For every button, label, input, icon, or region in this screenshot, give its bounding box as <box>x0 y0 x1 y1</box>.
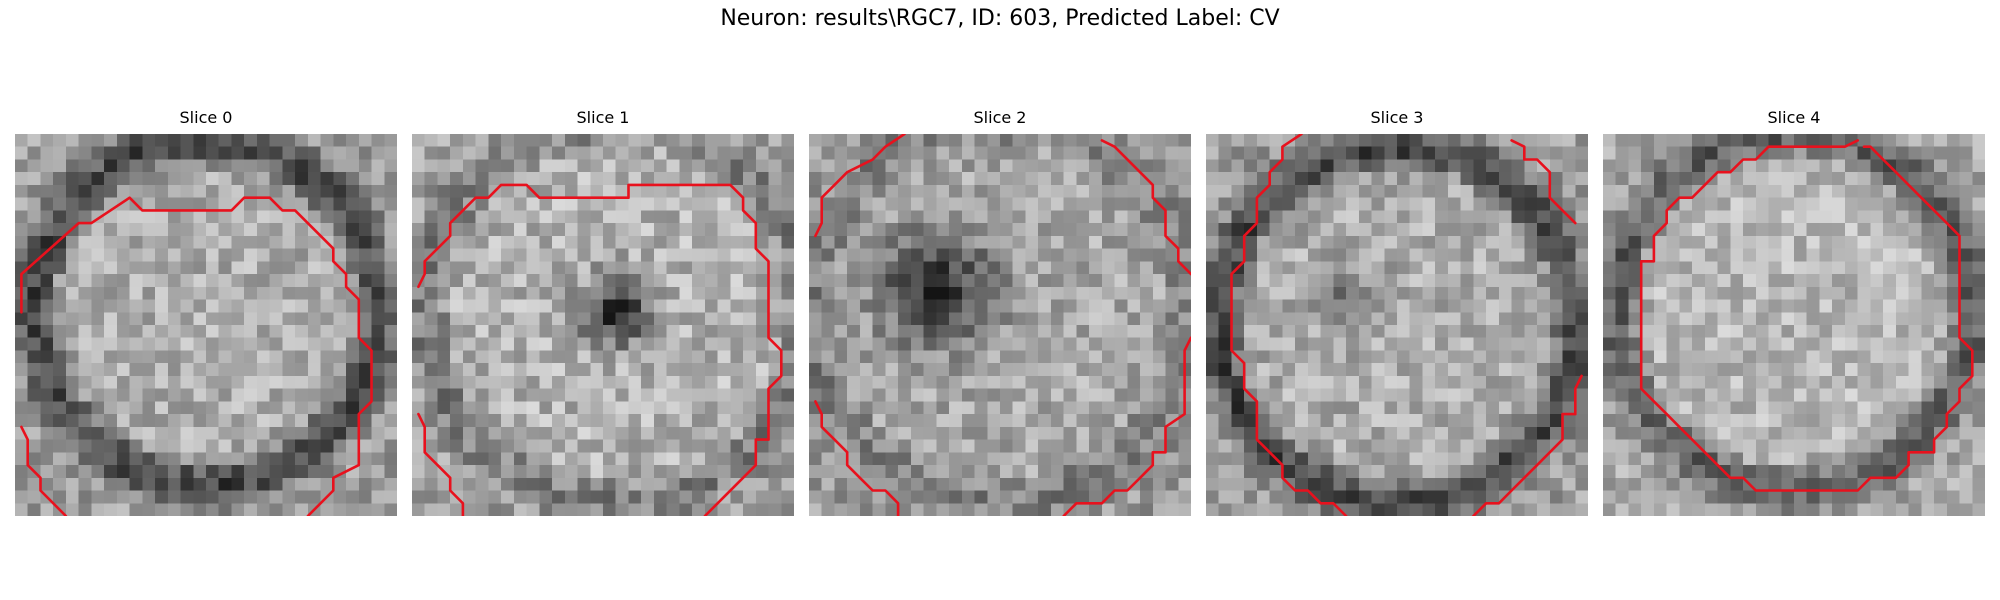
pixel-grid <box>1603 134 1985 516</box>
slice-svg-1 <box>412 134 794 516</box>
slice-svg-3 <box>1206 134 1588 516</box>
slice-title-4: Slice 4 <box>1603 108 1985 127</box>
slice-svg-2 <box>809 134 1191 516</box>
slice-image-1 <box>412 134 794 516</box>
slice-image-0 <box>15 134 397 516</box>
slice-title-2: Slice 2 <box>809 108 1191 127</box>
slice-image-2 <box>809 134 1191 516</box>
slice-title-0: Slice 0 <box>15 108 397 127</box>
pixel-grid <box>809 134 1191 516</box>
slice-title-1: Slice 1 <box>412 108 794 127</box>
slice-image-4 <box>1603 134 1985 516</box>
slice-image-3 <box>1206 134 1588 516</box>
slice-svg-4 <box>1603 134 1985 516</box>
slice-svg-0 <box>15 134 397 516</box>
slice-title-3: Slice 3 <box>1206 108 1588 127</box>
figure-title: Neuron: results\RGC7, ID: 603, Predicted… <box>0 6 2000 31</box>
pixel-grid <box>15 134 397 516</box>
